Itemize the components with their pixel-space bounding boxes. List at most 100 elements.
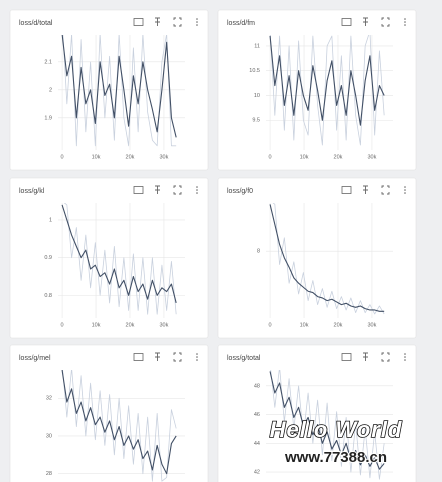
y-tick-label: 8 (257, 249, 260, 255)
data-line (269, 371, 385, 470)
menu-dot (404, 21, 406, 23)
menu-dot (404, 24, 406, 26)
data-line (61, 370, 177, 475)
data-line (61, 204, 177, 304)
menu-dot (196, 359, 198, 361)
menu-dot (404, 192, 406, 194)
y-tick-label: 42 (254, 470, 260, 476)
card-background (9, 344, 209, 482)
watermark-title: Hello World (270, 417, 403, 442)
more-menu-icon[interactable] (404, 18, 406, 26)
x-tick-label: 0 (269, 154, 272, 160)
x-tick-label: 30k (160, 322, 169, 328)
fullscreen-icon[interactable] (381, 352, 390, 362)
x-tick-label: 0 (61, 322, 64, 328)
more-menu-icon[interactable] (404, 186, 406, 194)
chart-card: loss/d/total 2.1 2 1.9 0 10k 20k 30k (9, 9, 209, 171)
data-line (61, 35, 177, 138)
menu-dot (196, 356, 198, 358)
chart-title: loss/g/mel (19, 355, 51, 362)
chart-title: loss/g/total (227, 355, 261, 362)
menu-dot (196, 192, 198, 194)
x-tick-label: 30k (368, 322, 377, 328)
fullscreen-icon[interactable] (173, 17, 182, 27)
card-background (217, 177, 417, 339)
x-tick-label: 0 (269, 322, 272, 328)
menu-dot (404, 353, 406, 355)
chart-title: loss/d/fm (227, 20, 255, 27)
y-tick-label: 48 (254, 383, 260, 389)
x-tick-label: 10k (300, 154, 309, 160)
more-menu-icon[interactable] (404, 353, 406, 361)
pin-icon[interactable] (155, 185, 160, 194)
watermark: Hello World www.77388.cn (269, 416, 403, 467)
pin-icon[interactable] (363, 185, 368, 194)
x-tick-label: 20k (334, 154, 343, 160)
menu-dot (404, 356, 406, 358)
menu-dot (404, 186, 406, 188)
pin-icon[interactable] (155, 352, 160, 361)
fullscreen-icon[interactable] (173, 185, 182, 195)
image-toggle-icon[interactable] (341, 18, 352, 26)
x-tick-label: 20k (126, 154, 135, 160)
more-menu-icon[interactable] (196, 186, 198, 194)
x-tick-label: 20k (334, 322, 343, 328)
pin-icon[interactable] (155, 17, 160, 26)
chart-card: loss/g/f0 8 0 10k 20k 30k (217, 177, 417, 339)
y-tick-label: 44 (254, 441, 260, 447)
fullscreen-icon[interactable] (381, 185, 390, 195)
chart-title: loss/d/total (19, 20, 53, 27)
pin-icon[interactable] (363, 17, 368, 26)
data-line (272, 203, 385, 315)
data-line (270, 370, 385, 480)
data-line (63, 203, 177, 315)
fullscreen-icon[interactable] (173, 352, 182, 362)
y-tick-label: 28 (46, 471, 52, 477)
chart-card: loss/g/total 48 46 44 42 (217, 344, 417, 482)
chart-card: loss/g/kl 1 0.9 0.8 0 10k 20k 30k (9, 177, 209, 339)
data-line (269, 35, 385, 146)
data-line (62, 35, 177, 147)
x-tick-label: 30k (368, 154, 377, 160)
y-tick-label: 30 (46, 433, 52, 439)
menu-dot (196, 189, 198, 191)
y-tick-label: 10 (254, 93, 260, 99)
card-background (9, 177, 209, 339)
y-tick-label: 2 (49, 87, 52, 93)
x-tick-label: 10k (300, 322, 309, 328)
menu-dot (196, 24, 198, 26)
y-tick-label: 11 (254, 43, 260, 49)
y-tick-label: 9.5 (252, 118, 260, 124)
data-line (269, 204, 385, 312)
chart-card: loss/d/fm 11 10.5 10 9.5 0 10k 20k 30k (217, 9, 417, 171)
menu-dot (404, 189, 406, 191)
chart-title: loss/g/f0 (227, 188, 253, 195)
y-tick-label: 46 (254, 412, 260, 418)
x-tick-label: 30k (160, 154, 169, 160)
fullscreen-icon[interactable] (381, 17, 390, 27)
y-tick-label: 2.1 (44, 59, 52, 65)
menu-dot (404, 359, 406, 361)
menu-dot (404, 18, 406, 20)
chart-title: loss/g/kl (19, 188, 45, 195)
y-tick-label: 0.9 (44, 255, 52, 261)
y-tick-label: 10.5 (249, 68, 260, 74)
image-toggle-icon[interactable] (133, 186, 144, 194)
x-tick-label: 10k (92, 322, 101, 328)
card-background (217, 344, 417, 482)
image-toggle-icon[interactable] (133, 18, 144, 26)
image-toggle-icon[interactable] (133, 353, 144, 361)
y-tick-label: 0.8 (44, 293, 52, 299)
image-toggle-icon[interactable] (341, 186, 352, 194)
y-tick-label: 1 (49, 217, 52, 223)
x-tick-label: 0 (61, 154, 64, 160)
image-toggle-icon[interactable] (341, 353, 352, 361)
more-menu-icon[interactable] (196, 18, 198, 26)
y-tick-label: 1.9 (44, 115, 52, 121)
more-menu-icon[interactable] (196, 353, 198, 361)
menu-dot (196, 353, 198, 355)
x-tick-label: 20k (126, 322, 135, 328)
x-tick-label: 10k (92, 154, 101, 160)
pin-icon[interactable] (363, 352, 368, 361)
